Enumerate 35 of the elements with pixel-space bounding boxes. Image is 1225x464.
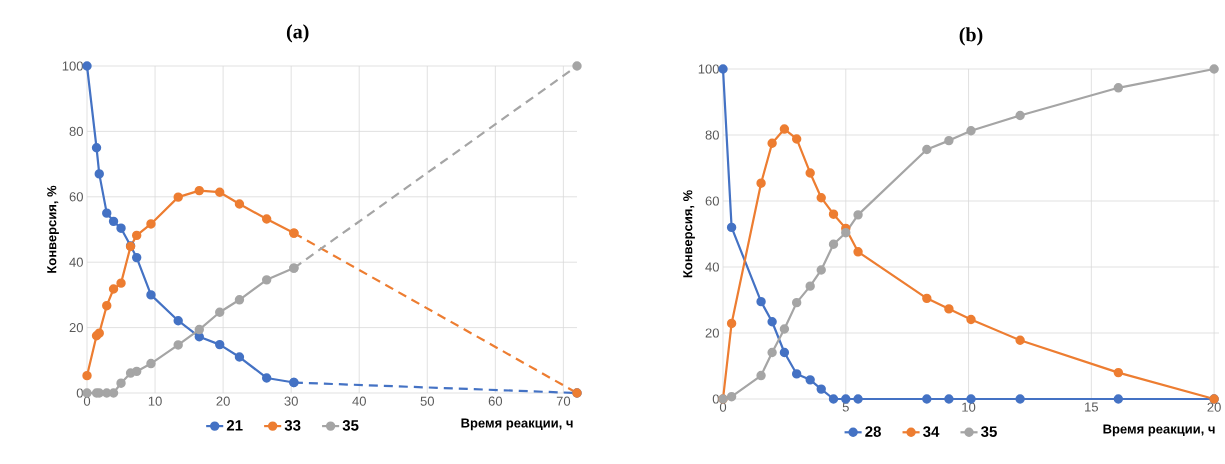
- y-tick-label: 80: [705, 130, 719, 140]
- x-tick-label: 0: [83, 396, 91, 406]
- x-tick-label: 70: [556, 396, 571, 406]
- legend-label: 21: [226, 420, 243, 431]
- y-tick-label: 20: [705, 328, 719, 338]
- y-tick-label: 0: [76, 388, 83, 398]
- legend-label: 33: [284, 420, 301, 431]
- y-tick-label: 60: [705, 196, 719, 206]
- x-tick-label: 50: [420, 396, 435, 406]
- x-tick-label: 60: [488, 396, 503, 406]
- chart-title: (b): [959, 27, 983, 46]
- chart-title: (a): [286, 24, 309, 43]
- legend-label: 34: [923, 426, 940, 437]
- legend-label: 35: [342, 420, 359, 431]
- y-tick-label: 100: [698, 64, 719, 74]
- y-tick-label: 40: [705, 262, 719, 272]
- y-axis-title: Конверсия, %: [47, 185, 59, 273]
- x-tick-label: 20: [216, 396, 230, 406]
- y-tick-label: 20: [69, 322, 83, 333]
- x-tick-label: 30: [284, 396, 298, 406]
- x-tick-label: 10: [962, 402, 976, 412]
- x-tick-label: 40: [352, 396, 366, 406]
- legend-label: 35: [981, 426, 997, 437]
- x-tick-label: 0: [719, 402, 727, 412]
- x-axis-title: Время реакции, ч: [1103, 424, 1215, 437]
- y-axis-title: Конверсия, %: [683, 190, 695, 278]
- y-tick-label: 100: [62, 61, 83, 71]
- y-tick-label: 40: [69, 257, 83, 267]
- y-tick-label: 60: [69, 192, 83, 202]
- y-tick-label: 80: [69, 126, 83, 136]
- x-tick-label: 20: [1207, 402, 1221, 412]
- x-axis-title: Время реакции, ч: [461, 418, 573, 431]
- x-tick-label: 10: [148, 396, 162, 406]
- x-tick-label: 15: [1085, 402, 1099, 412]
- legend-label: 28: [865, 426, 881, 437]
